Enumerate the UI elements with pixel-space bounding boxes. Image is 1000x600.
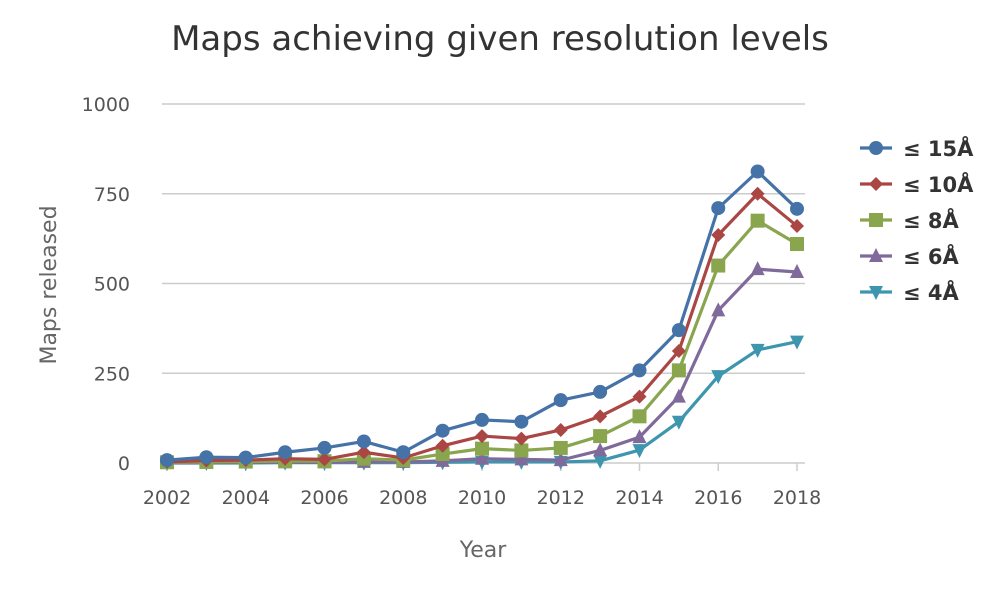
legend-marker	[869, 248, 883, 262]
legend-item[interactable]: ≤ 10Å	[860, 172, 974, 197]
data-point	[514, 443, 529, 458]
data-point	[317, 440, 332, 455]
legend-label: ≤ 8Å	[903, 208, 960, 233]
series-1	[160, 186, 804, 469]
data-point	[553, 393, 568, 408]
data-point	[750, 164, 765, 179]
legend[interactable]: ≤ 15Å ≤ 10Å ≤ 8Å ≤ 6Å ≤ 4Å	[860, 136, 974, 305]
data-point	[514, 451, 529, 466]
data-point	[435, 447, 450, 462]
x-tick-label: 2006	[300, 487, 348, 509]
legend-item[interactable]: ≤ 15Å	[860, 136, 974, 161]
chart-title: Maps achieving given resolution levels	[171, 19, 829, 59]
x-tick-label: 2010	[458, 487, 506, 509]
y-tick-label: 500	[94, 274, 130, 296]
x-axis-label: Year	[459, 538, 508, 563]
data-point	[553, 452, 568, 467]
data-point	[356, 434, 371, 449]
data-point	[711, 370, 726, 385]
data-point	[711, 201, 726, 216]
data-point	[475, 441, 489, 456]
data-point	[671, 388, 686, 403]
data-point	[475, 412, 489, 427]
legend-marker	[869, 141, 883, 155]
data-point	[553, 440, 568, 455]
series-0	[160, 164, 804, 468]
legend-item[interactable]: ≤ 4Å	[860, 280, 960, 305]
legend-label: ≤ 10Å	[903, 172, 974, 197]
data-point	[790, 201, 804, 216]
data-point	[593, 442, 608, 457]
data-point	[671, 343, 686, 358]
data-point	[790, 237, 804, 252]
data-point	[435, 423, 450, 438]
data-point	[475, 450, 489, 465]
y-axis-ticks: 0 250 500 750 1000	[82, 94, 130, 475]
data-point	[238, 450, 253, 465]
x-tick-label: 2016	[694, 487, 742, 509]
data-point	[671, 363, 686, 378]
legend-label: ≤ 15Å	[903, 136, 974, 161]
data-point	[278, 445, 293, 460]
data-point	[750, 213, 765, 228]
x-tick-label: 2014	[615, 487, 663, 509]
data-point	[593, 429, 608, 444]
data-point	[396, 445, 411, 460]
data-point	[199, 450, 214, 465]
data-point	[632, 363, 647, 378]
series-group	[160, 164, 804, 471]
y-tick-label: 750	[94, 184, 130, 206]
data-point	[593, 384, 608, 399]
x-tick-label: 2012	[537, 487, 585, 509]
y-axis-label: Maps released	[37, 205, 62, 364]
x-tick-label: 2018	[773, 487, 821, 509]
data-point	[711, 228, 726, 243]
data-point	[632, 389, 647, 404]
data-point	[514, 414, 529, 429]
data-point	[475, 429, 489, 444]
data-point	[514, 431, 529, 446]
y-tick-label: 0	[118, 453, 130, 475]
data-point	[671, 323, 686, 338]
legend-item[interactable]: ≤ 6Å	[860, 244, 960, 269]
data-point	[593, 409, 608, 424]
data-point	[632, 429, 647, 444]
data-point	[593, 454, 608, 469]
x-tick-label: 2008	[379, 487, 427, 509]
x-tick-label: 2004	[222, 487, 270, 509]
gridlines	[162, 103, 805, 464]
data-point	[750, 261, 765, 276]
data-point	[790, 335, 804, 350]
legend-item[interactable]: ≤ 8Å	[860, 208, 960, 233]
legend-marker	[869, 213, 883, 227]
data-point	[160, 453, 174, 468]
data-point	[711, 302, 726, 317]
data-point	[356, 445, 371, 460]
x-axis-ticks: 2002 2004 2006 2008 2010 2012 2014 2016 2018	[143, 463, 821, 509]
data-point	[750, 186, 765, 201]
data-point	[790, 219, 804, 234]
y-tick-label: 1000	[82, 94, 130, 116]
data-point	[435, 438, 450, 453]
data-point	[711, 258, 726, 273]
legend-label: ≤ 6Å	[903, 244, 960, 269]
y-tick-label: 250	[94, 363, 130, 385]
data-point	[317, 452, 332, 467]
legend-marker	[869, 286, 883, 300]
data-point	[790, 264, 804, 279]
legend-marker	[869, 177, 883, 191]
x-tick-label: 2002	[143, 487, 191, 509]
data-point	[553, 422, 568, 437]
data-point	[671, 415, 686, 430]
data-point	[632, 444, 647, 459]
data-point	[750, 343, 765, 358]
legend-label: ≤ 4Å	[903, 280, 960, 305]
data-point	[632, 409, 647, 424]
